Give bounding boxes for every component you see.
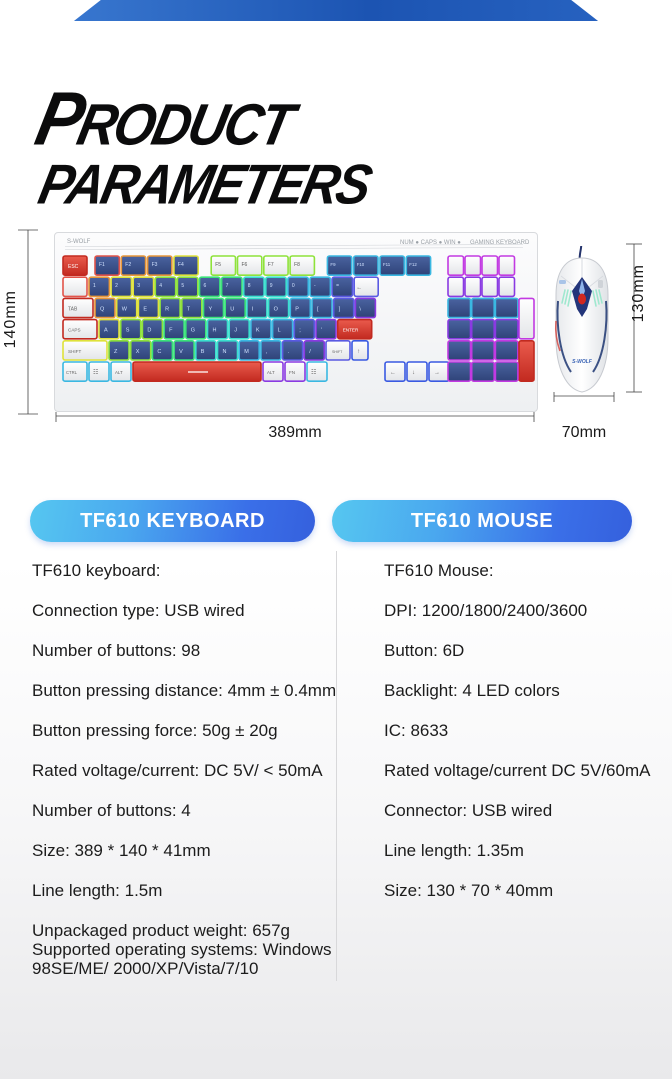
svg-text:0: 0 <box>292 283 295 289</box>
svg-text:Y: Y <box>209 306 213 312</box>
svg-text:S: S <box>126 328 130 334</box>
svg-text:SHIFT: SHIFT <box>332 350 343 354</box>
svg-text:ALT: ALT <box>115 370 123 375</box>
svg-text:A: A <box>104 328 108 334</box>
svg-text:L: L <box>278 328 281 334</box>
svg-text:F6: F6 <box>242 262 248 268</box>
svg-text:3: 3 <box>137 283 140 289</box>
svg-text:SHIFT: SHIFT <box>68 349 81 354</box>
svg-text:1: 1 <box>93 283 96 289</box>
svg-text:F11: F11 <box>383 262 391 267</box>
svg-text:CAPS: CAPS <box>68 328 81 333</box>
svg-text:F3: F3 <box>152 262 158 268</box>
svg-text:W: W <box>122 306 128 312</box>
svg-text:F10: F10 <box>357 262 365 267</box>
svg-text:6: 6 <box>204 283 207 289</box>
svg-text:TAB: TAB <box>68 306 78 312</box>
svg-text:↓: ↓ <box>412 370 415 376</box>
svg-text:☷: ☷ <box>311 369 316 376</box>
svg-text:U: U <box>230 306 234 312</box>
svg-text:O: O <box>274 306 279 312</box>
svg-text:R: R <box>165 306 169 312</box>
svg-text:H: H <box>213 328 217 334</box>
svg-text:CTRL: CTRL <box>66 370 78 375</box>
svg-text:ESC: ESC <box>68 264 79 270</box>
svg-text:M: M <box>244 349 249 355</box>
svg-text:V: V <box>179 349 183 355</box>
svg-text:P: P <box>295 306 299 312</box>
svg-text:': ' <box>321 328 322 334</box>
svg-text:GAMING KEYBOARD: GAMING KEYBOARD <box>470 240 530 246</box>
svg-text:5: 5 <box>181 283 184 289</box>
svg-text:7: 7 <box>226 283 229 289</box>
svg-text:→: → <box>434 370 440 376</box>
svg-text:FN: FN <box>289 370 295 375</box>
svg-text:↑: ↑ <box>357 349 360 355</box>
svg-text:F12: F12 <box>409 262 417 267</box>
svg-text:8: 8 <box>248 283 251 289</box>
svg-text:K: K <box>256 328 260 334</box>
svg-text:9: 9 <box>270 283 273 289</box>
svg-text:ALT: ALT <box>267 370 275 375</box>
svg-text:☷: ☷ <box>93 369 98 376</box>
svg-text:F7: F7 <box>268 262 274 268</box>
svg-text:F2: F2 <box>125 262 131 268</box>
svg-text:C: C <box>157 349 161 355</box>
svg-text:NUM ● CAPS ● WIN ●: NUM ● CAPS ● WIN ● <box>400 240 461 246</box>
svg-text:←: ← <box>390 370 396 376</box>
svg-text:J: J <box>234 328 237 334</box>
svg-text:E: E <box>143 306 147 312</box>
svg-text:F8: F8 <box>294 262 300 268</box>
svg-text:G: G <box>191 328 195 334</box>
svg-text:ENTER: ENTER <box>343 328 359 333</box>
svg-text:F1: F1 <box>99 262 105 268</box>
svg-text:←: ← <box>356 285 362 291</box>
svg-text:S-WOLF: S-WOLF <box>67 239 91 245</box>
svg-text:F5: F5 <box>215 262 221 268</box>
svg-text:X: X <box>136 349 140 355</box>
svg-text:Q: Q <box>100 306 105 312</box>
svg-text:2: 2 <box>115 283 118 289</box>
svg-text:N: N <box>223 349 227 355</box>
svg-text:F4: F4 <box>178 262 184 268</box>
svg-text:=: = <box>336 283 339 289</box>
svg-text:D: D <box>147 328 151 334</box>
svg-text:S-WOLF: S-WOLF <box>572 359 593 365</box>
svg-text:4: 4 <box>159 283 162 289</box>
svg-text:B: B <box>201 349 205 355</box>
svg-text:F9: F9 <box>330 262 336 267</box>
